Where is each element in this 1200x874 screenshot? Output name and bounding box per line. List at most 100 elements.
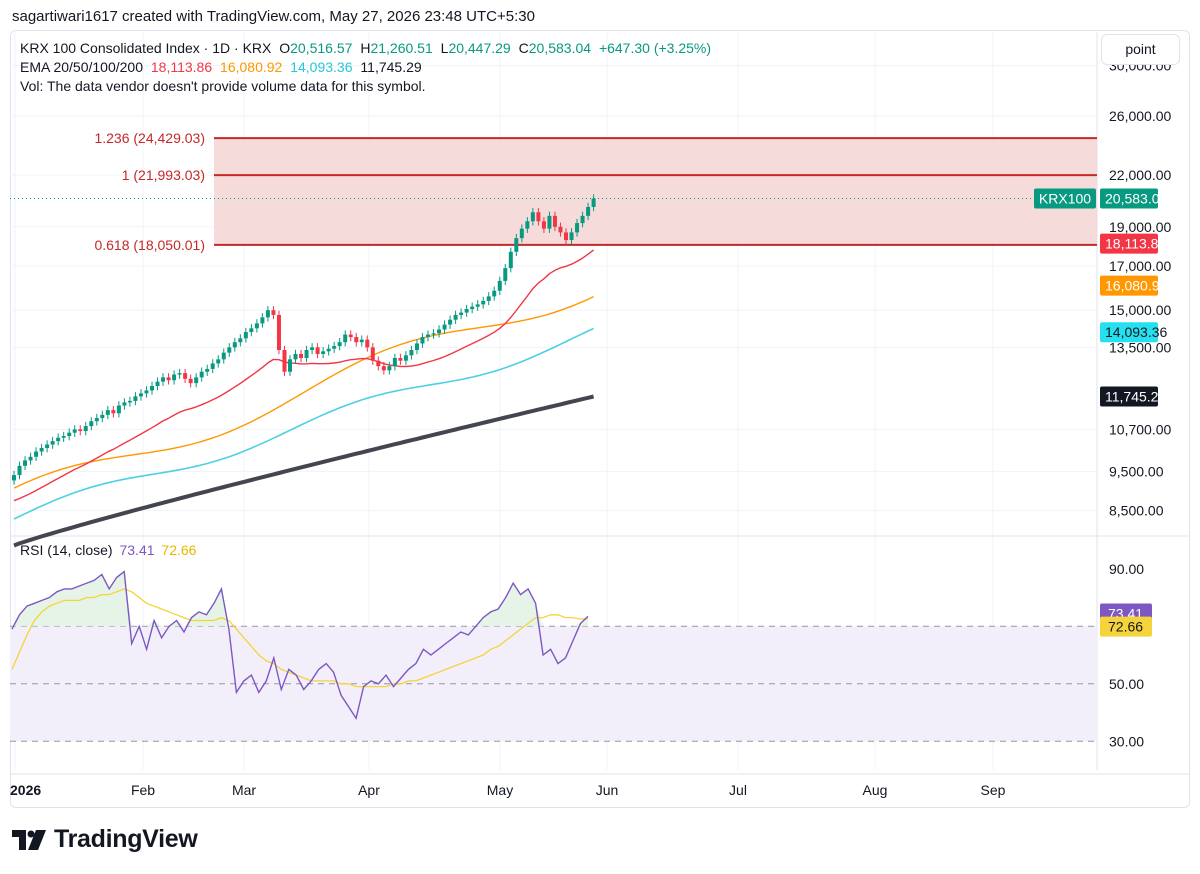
- candle-body: [199, 371, 204, 378]
- symbol-title[interactable]: KRX 100 Consolidated Index · 1D · KRX: [20, 40, 272, 56]
- time-axis-label: 2026: [10, 782, 41, 798]
- candle-body: [12, 475, 16, 481]
- candle-body: [216, 359, 221, 364]
- candle-body: [448, 319, 453, 325]
- candle-body: [194, 377, 199, 384]
- candle-body: [348, 334, 353, 338]
- time-axis-label: Feb: [131, 782, 155, 798]
- candle-body: [227, 347, 232, 353]
- candle-body: [28, 456, 33, 461]
- ema-legend: EMA 20/50/100/200 18,113.86 16,080.92 14…: [20, 58, 426, 77]
- rsi-label[interactable]: RSI (14, close): [20, 542, 113, 558]
- last-price-tag: [1100, 188, 1158, 209]
- candle-body: [514, 238, 519, 252]
- candle-body: [61, 436, 66, 438]
- candle-body: [497, 280, 502, 291]
- candle-body: [172, 374, 177, 381]
- ema100-value: 14,093.36: [290, 59, 353, 75]
- candle-body: [453, 314, 458, 320]
- candle-body: [586, 206, 591, 216]
- candle-body: [337, 342, 342, 347]
- candle-body: [437, 329, 442, 334]
- candle-body: [569, 232, 574, 241]
- candle-body: [138, 393, 143, 397]
- price-axis-label: 13,500.00: [1109, 339, 1171, 355]
- candle-body: [166, 377, 171, 381]
- candle-body: [475, 304, 480, 307]
- ema50-line: [13, 295, 594, 489]
- tradingview-logo[interactable]: TradingView: [12, 825, 198, 854]
- ema-label[interactable]: EMA 20/50/100/200: [20, 59, 143, 75]
- time-axis-label: Aug: [863, 782, 888, 798]
- symbol-tag: [1034, 188, 1096, 209]
- rsi-ma-tag-label: 72.66: [1108, 619, 1143, 635]
- fib-level-label: 1.236 (24,429.03): [94, 130, 205, 146]
- candle-body: [299, 353, 304, 358]
- candle-body: [359, 339, 364, 343]
- candle-body: [459, 312, 464, 315]
- ohlc-open: O20,516.57: [279, 40, 353, 56]
- scale-mode-button[interactable]: point: [1101, 34, 1180, 65]
- candle-body: [519, 228, 524, 239]
- candle-body: [232, 342, 237, 348]
- candle-body: [321, 351, 326, 354]
- candle-body: [392, 357, 397, 367]
- candle-body: [304, 349, 309, 358]
- candle-body: [127, 400, 132, 403]
- candle-body: [365, 339, 370, 348]
- last-price-tag-label: 20,583.04: [1105, 191, 1167, 207]
- candle-body: [315, 347, 320, 354]
- candle-body: [183, 373, 188, 379]
- candle-body: [111, 410, 116, 414]
- candle-body: [39, 448, 44, 452]
- price-axis-label: 9,500.00: [1109, 463, 1164, 479]
- candle-body: [89, 421, 94, 427]
- price-axis-label: 22,000.00: [1109, 167, 1171, 183]
- candle-body: [343, 334, 348, 343]
- candle-body: [414, 343, 419, 350]
- ema-price-tag-label: 14,093.36: [1105, 324, 1167, 340]
- rsi-axis-label: 30.00: [1109, 733, 1144, 749]
- candle-body: [420, 337, 425, 344]
- ema-price-tag: [1100, 233, 1158, 254]
- candle-body: [442, 324, 447, 330]
- price-axis-label: 17,000.00: [1109, 258, 1171, 274]
- fib-level-label: 0.618 (18,050.01): [94, 237, 205, 253]
- candle-body: [249, 328, 254, 333]
- time-axis-label: Jun: [596, 782, 619, 798]
- candle-body: [470, 306, 475, 310]
- candle-body: [78, 429, 83, 432]
- candle-body: [67, 432, 72, 437]
- ohlc-close: C20,583.04: [518, 40, 592, 56]
- candle-body: [552, 215, 557, 227]
- candle-body: [221, 352, 226, 360]
- candle-body: [45, 444, 50, 449]
- candle-body: [155, 381, 160, 387]
- rsi-ma-line: [11, 588, 589, 688]
- time-axis-label: Apr: [358, 782, 380, 798]
- price-axis-label: 26,000.00: [1109, 108, 1171, 124]
- candle-body: [376, 360, 381, 367]
- rsi-line: [11, 570, 589, 721]
- time-axis-label: Sep: [981, 782, 1006, 798]
- chart-frame[interactable]: [10, 30, 1190, 808]
- candle-body: [398, 357, 403, 361]
- rsi-axis-label: 90.00: [1109, 561, 1144, 577]
- candle-body: [530, 212, 535, 222]
- ema-price-tag-label: 11,745.29: [1105, 389, 1166, 405]
- candle-body: [105, 410, 110, 415]
- ohlc-high: H21,260.51: [360, 40, 433, 56]
- candle-body: [122, 402, 127, 406]
- candle-body: [265, 310, 270, 318]
- ema-price-tag-label: 18,113.86: [1105, 236, 1166, 252]
- candle-body: [254, 323, 259, 329]
- time-axis-label: Jul: [729, 782, 747, 798]
- candle-body: [403, 355, 408, 361]
- rsi-overbought-fill: [12, 571, 588, 627]
- candle-body: [508, 251, 513, 269]
- candle-body: [116, 405, 121, 414]
- candle-body: [282, 349, 287, 372]
- candle-body: [541, 221, 546, 229]
- ema20-line: [13, 249, 595, 502]
